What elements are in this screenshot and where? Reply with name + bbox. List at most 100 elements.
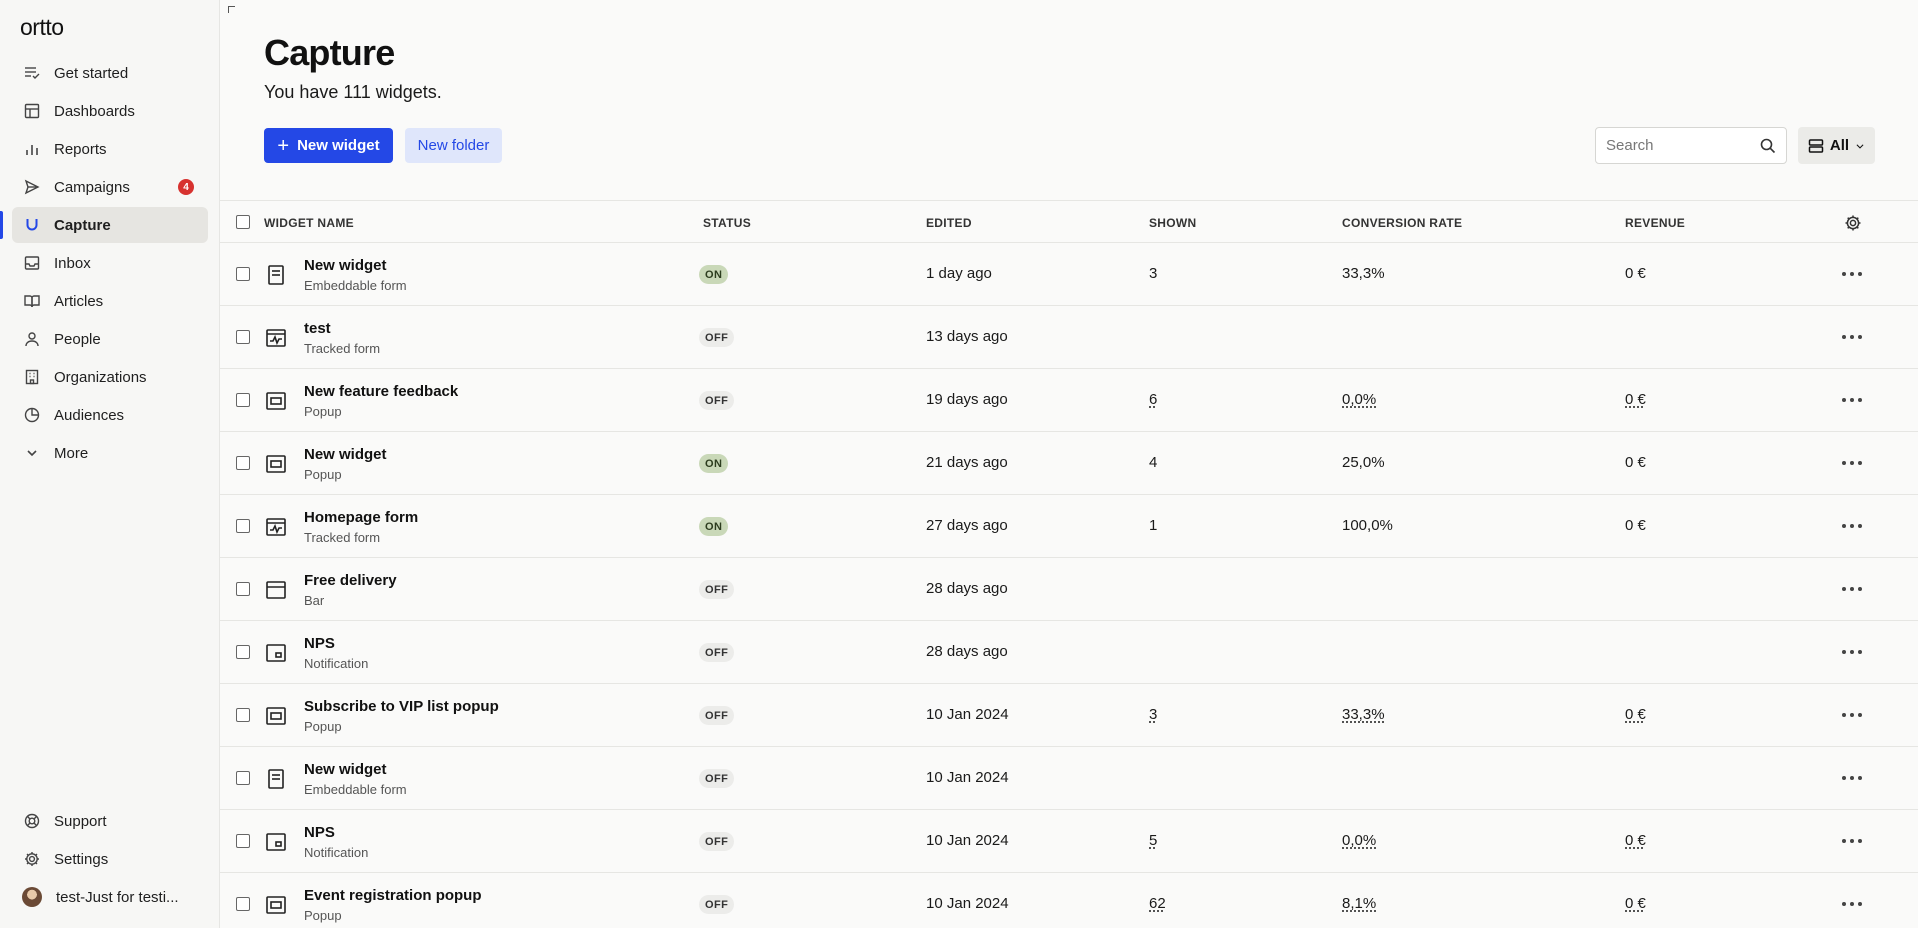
sidebar-item-organizations[interactable]: Organizations (12, 359, 208, 395)
table-row[interactable]: Free delivery Bar OFF 28 days ago (220, 558, 1918, 621)
widget-name-link[interactable]: NPS (304, 824, 335, 841)
table-row[interactable]: Event registration popup Popup OFF 10 Jan 2… (220, 873, 1918, 928)
more-options-icon[interactable] (1842, 269, 1862, 279)
column-header-conversion-rate[interactable]: CONVERSION RATE (1342, 216, 1463, 230)
edited-time: 19 days ago (926, 391, 1008, 408)
more-options-icon[interactable] (1842, 710, 1862, 720)
sidebar-nav: Get started Dashboards Reports Campaigns 4 Ca… (0, 55, 208, 473)
widgets-table: WIDGET NAME STATUS EDITED SHOWN CONVERSI… (220, 200, 1918, 928)
row-checkbox[interactable] (236, 645, 250, 659)
table-header: WIDGET NAME STATUS EDITED SHOWN CONVERSI… (220, 200, 1918, 243)
select-all-checkbox[interactable] (236, 215, 250, 229)
conversion-rate[interactable]: 0,0% (1342, 832, 1377, 849)
column-header-shown[interactable]: SHOWN (1149, 216, 1197, 230)
row-checkbox[interactable] (236, 771, 250, 785)
table-row[interactable]: Homepage form Tracked form ON 27 days ago 1 1… (220, 495, 1918, 558)
widget-name-link[interactable]: New widget (304, 446, 387, 463)
row-checkbox[interactable] (236, 456, 250, 470)
row-checkbox[interactable] (236, 834, 250, 848)
sidebar-item-settings[interactable]: Settings (12, 841, 208, 877)
gear-icon (24, 851, 40, 867)
column-header-edited[interactable]: EDITED (926, 216, 972, 230)
more-options-icon[interactable] (1842, 458, 1862, 468)
table-row[interactable]: Subscribe to VIP list popup Popup OFF 10 Ja… (220, 684, 1918, 747)
table-row[interactable]: New widget Popup ON 21 days ago 4 25,0% 0 € (220, 432, 1918, 495)
revenue-value[interactable]: 0 € (1625, 391, 1646, 408)
widget-name-link[interactable]: Event registration popup (304, 887, 482, 904)
shown-count: 1 (1149, 517, 1158, 534)
row-checkbox[interactable] (236, 708, 250, 722)
widget-name-link[interactable]: New feature feedback (304, 383, 459, 400)
table-row[interactable]: test Tracked form OFF 13 days ago (220, 306, 1918, 369)
list-view-icon (1808, 138, 1824, 153)
table-row[interactable]: NPS Notification OFF 28 days ago (220, 621, 1918, 684)
sidebar-item-people[interactable]: People (12, 321, 208, 357)
sidebar-item-inbox[interactable]: Inbox (12, 245, 208, 281)
widget-name-link[interactable]: Free delivery (304, 572, 397, 589)
conversion-rate: 100,0% (1342, 517, 1393, 534)
status-badge: OFF (699, 580, 735, 599)
column-header-status[interactable]: STATUS (703, 216, 752, 230)
more-options-icon[interactable] (1842, 332, 1862, 342)
column-header-name[interactable]: WIDGET NAME (264, 216, 354, 230)
revenue-value[interactable]: 0 € (1625, 895, 1646, 912)
ortto-logo[interactable]: ortto (20, 14, 64, 40)
bar-chart-icon (24, 141, 40, 157)
more-options-icon[interactable] (1842, 899, 1862, 909)
sidebar-item-capture[interactable]: Capture (0, 207, 208, 243)
sidebar-item-audiences[interactable]: Audiences (12, 397, 208, 433)
row-checkbox[interactable] (236, 267, 250, 281)
widget-name-link[interactable]: NPS (304, 635, 335, 652)
revenue-value[interactable]: 0 € (1625, 832, 1646, 849)
table-row[interactable]: New widget Embeddable form OFF 10 Jan 2024 (220, 747, 1918, 810)
status-badge: ON (699, 517, 729, 536)
sidebar-item-get-started[interactable]: Get started (12, 55, 208, 91)
revenue-value[interactable]: 0 € (1625, 706, 1646, 723)
view-filter-dropdown[interactable]: All (1798, 127, 1875, 164)
row-checkbox[interactable] (236, 582, 250, 596)
new-widget-button[interactable]: + New widget (264, 128, 393, 163)
shown-count: 4 (1149, 454, 1158, 471)
more-options-icon[interactable] (1842, 773, 1862, 783)
sidebar-item-campaigns[interactable]: Campaigns 4 (12, 169, 208, 205)
form-icon (265, 264, 287, 286)
conversion-rate[interactable]: 8,1% (1342, 895, 1377, 912)
widget-name-link[interactable]: test (304, 320, 331, 337)
more-options-icon[interactable] (1842, 584, 1862, 594)
table-body: New widget Embeddable form ON 1 day ago 3 33,… (220, 243, 1918, 928)
shown-count[interactable]: 62 (1149, 895, 1166, 912)
row-checkbox[interactable] (236, 897, 250, 911)
shown-count[interactable]: 5 (1149, 832, 1158, 849)
more-options-icon[interactable] (1842, 836, 1862, 846)
row-checkbox[interactable] (236, 330, 250, 344)
search-input[interactable] (1606, 137, 1756, 154)
sidebar-item-dashboards[interactable]: Dashboards (12, 93, 208, 129)
popup-icon (265, 894, 287, 916)
widget-name-link[interactable]: Homepage form (304, 509, 419, 526)
widget-name-link[interactable]: Subscribe to VIP list popup (304, 698, 499, 715)
table-settings-gear-icon[interactable] (1844, 214, 1862, 232)
sidebar-item-articles[interactable]: Articles (12, 283, 208, 319)
row-checkbox[interactable] (236, 519, 250, 533)
widget-name-link[interactable]: New widget (304, 257, 387, 274)
conversion-rate[interactable]: 33,3% (1342, 706, 1385, 723)
sidebar-item-more[interactable]: More (12, 435, 208, 471)
sidebar-item-reports[interactable]: Reports (12, 131, 208, 167)
widget-name-link[interactable]: New widget (304, 761, 387, 778)
more-options-icon[interactable] (1842, 521, 1862, 531)
sidebar-item-support[interactable]: Support (12, 803, 208, 839)
collapse-sidebar-handle[interactable] (228, 6, 235, 13)
table-row[interactable]: New feature feedback Popup OFF 19 days ago 6… (220, 369, 1918, 432)
column-header-revenue[interactable]: REVENUE (1625, 216, 1686, 230)
search-icon[interactable] (1760, 138, 1776, 154)
row-checkbox[interactable] (236, 393, 250, 407)
more-options-icon[interactable] (1842, 647, 1862, 657)
more-options-icon[interactable] (1842, 395, 1862, 405)
shown-count[interactable]: 6 (1149, 391, 1158, 408)
new-folder-button[interactable]: New folder (405, 128, 502, 163)
user-account-menu[interactable]: test-Just for testi... (12, 879, 208, 915)
table-row[interactable]: NPS Notification OFF 10 Jan 2024 5 0,0% 0 € (220, 810, 1918, 873)
table-row[interactable]: New widget Embeddable form ON 1 day ago 3 33,… (220, 243, 1918, 306)
shown-count[interactable]: 3 (1149, 706, 1158, 723)
conversion-rate[interactable]: 0,0% (1342, 391, 1377, 408)
